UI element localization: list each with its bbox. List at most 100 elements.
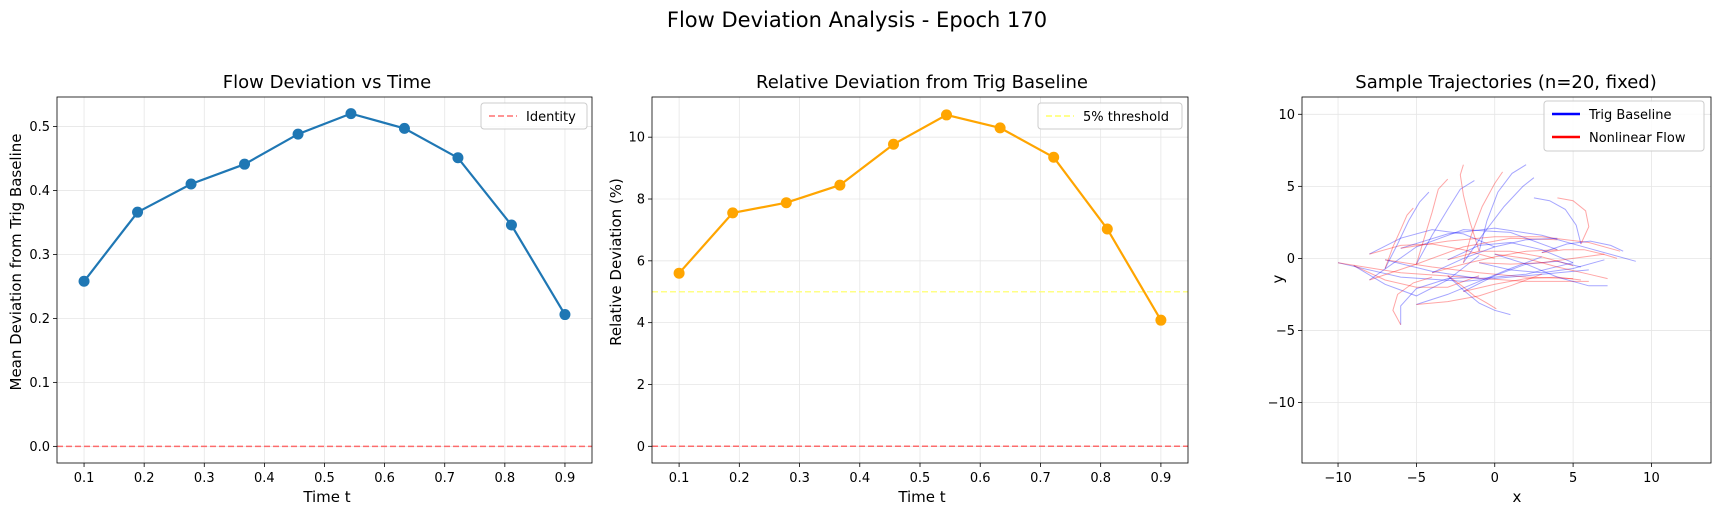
data-point (132, 206, 144, 218)
trig-baseline-trajectory (1494, 253, 1608, 287)
nonlinear-flow-trajectory (1369, 243, 1495, 259)
data-point (1155, 314, 1167, 326)
data-point (239, 158, 251, 170)
x-tick-label: 0.4 (254, 471, 275, 486)
data-point (505, 219, 517, 231)
y-tick-label: 4 (637, 316, 645, 331)
y-tick-label: 0.0 (29, 440, 50, 455)
x-tick-label: 0.2 (134, 471, 155, 486)
data-point (452, 152, 464, 164)
y-tick-label: 6 (637, 254, 645, 269)
panel-3-legend: Trig Baseline Nonlinear Flow (1543, 100, 1705, 152)
y-tick-label: 5 (1287, 180, 1295, 195)
x-tick-label: 0.2 (729, 471, 750, 486)
legend-threshold-label: 5% threshold (1083, 110, 1169, 125)
trig-baseline-trajectory (1369, 229, 1495, 255)
panel-relative-deviation: Relative Deviation from Trig Baseline Ti… (607, 72, 1189, 506)
nonlinear-flow-trajectory (1353, 265, 1480, 288)
x-tick-label: 5 (1569, 471, 1577, 486)
data-point (727, 207, 739, 219)
y-tick-label: 0.4 (29, 184, 50, 199)
x-tick-label: 0.9 (555, 471, 576, 486)
x-tick-label: 0.6 (374, 471, 395, 486)
nonlinear-flow-trajectory (1541, 249, 1618, 259)
y-tick-label: 10 (1278, 108, 1295, 123)
panel-2-title: Relative Deviation from Trig Baseline (756, 72, 1088, 93)
nonlinear-flow-trajectory (1431, 249, 1558, 274)
data-point (940, 109, 952, 121)
x-tick-label: 0.9 (1151, 471, 1172, 486)
panel-2-legend: 5% threshold (1037, 102, 1183, 130)
trig-baseline-trajectory (1384, 191, 1430, 269)
trig-baseline-trajectory (1478, 259, 1605, 274)
panel-3-xlabel: x (1513, 488, 1522, 506)
x-tick-label: 0.4 (849, 471, 870, 486)
trig-baseline-trajectory (1353, 255, 1480, 297)
trig-baseline-trajectory (1447, 241, 1574, 264)
trig-baseline-trajectory (1463, 260, 1582, 292)
legend-nonlinear-label: Nonlinear Flow (1589, 131, 1686, 146)
panel-1-ylabel: Mean Deviation from Trig Baseline (7, 133, 25, 390)
y-tick-label: −10 (1268, 396, 1295, 411)
y-tick-label: 0.2 (29, 312, 50, 327)
data-point (78, 275, 90, 287)
trig-baseline-trajectory (1337, 262, 1589, 282)
x-tick-label: 0.7 (434, 471, 455, 486)
nonlinear-flow-trajectory (1369, 237, 1558, 281)
y-tick-label: 0 (1287, 252, 1295, 267)
x-tick-label: 0 (1491, 471, 1499, 486)
nonlinear-flow-trajectory (1337, 262, 1589, 282)
x-tick-label: −5 (1407, 471, 1426, 486)
series-line (83, 112, 566, 316)
y-tick-label: 2 (637, 378, 645, 393)
y-tick-label: 0.5 (29, 120, 50, 135)
data-point (398, 122, 410, 134)
x-tick-label: 0.6 (970, 471, 991, 486)
data-point (292, 128, 304, 140)
series-line (678, 113, 1162, 321)
nonlinear-flow-trajectory (1385, 259, 1574, 280)
y-tick-label: 0.1 (29, 376, 50, 391)
x-tick-label: −10 (1324, 471, 1351, 486)
trig-baseline-trajectory (1541, 240, 1624, 254)
panel-3-title: Sample Trajectories (n=20, fixed) (1355, 72, 1656, 93)
panel-3-frame (1301, 96, 1712, 464)
trig-baseline-trajectory (1415, 180, 1475, 265)
x-tick-label: 0.3 (789, 471, 810, 486)
trig-baseline-trajectory (1416, 256, 1542, 305)
legend-identity-label: Identity (526, 110, 576, 125)
nonlinear-flow-trajectory (1447, 250, 1574, 267)
trig-baseline-trajectory (1533, 197, 1582, 245)
nonlinear-flow-trajectory (1392, 276, 1433, 325)
nonlinear-flow-trajectory (1416, 273, 1542, 305)
trig-baseline-trajectory (1447, 275, 1511, 316)
data-point (888, 138, 900, 150)
nonlinear-flow-trajectory (1494, 253, 1608, 280)
x-tick-label: 0.8 (1090, 471, 1111, 486)
y-tick-label: −5 (1276, 324, 1295, 339)
legend-trig-label: Trig Baseline (1588, 108, 1672, 123)
panel-2-ylabel: Relative Deviation (%) (607, 178, 625, 346)
trig-baseline-trajectory (1400, 227, 1636, 262)
trig-baseline-trajectory (1462, 177, 1535, 263)
data-point (834, 179, 846, 191)
figure-title: Flow Deviation Analysis - Epoch 170 (667, 8, 1047, 32)
x-tick-label: 10 (1643, 471, 1660, 486)
nonlinear-flow-trajectory (1462, 171, 1504, 263)
data-point (345, 108, 357, 120)
trig-baseline-trajectory (1431, 237, 1558, 274)
y-tick-label: 0.3 (29, 248, 50, 263)
nonlinear-flow-trajectory (1557, 197, 1590, 245)
x-tick-label: 0.5 (314, 471, 335, 486)
data-point (780, 197, 792, 209)
data-point (994, 122, 1006, 134)
trig-baseline-trajectory (1478, 164, 1527, 252)
trig-baseline-trajectory (1400, 276, 1480, 325)
y-tick-label: 0 (637, 440, 645, 455)
nonlinear-flow-trajectory (1400, 236, 1621, 252)
nonlinear-flow-trajectory (1459, 164, 1480, 252)
y-tick-label: 8 (637, 193, 645, 208)
x-tick-label: 0.5 (910, 471, 931, 486)
panel-1-title: Flow Deviation vs Time (223, 72, 431, 93)
